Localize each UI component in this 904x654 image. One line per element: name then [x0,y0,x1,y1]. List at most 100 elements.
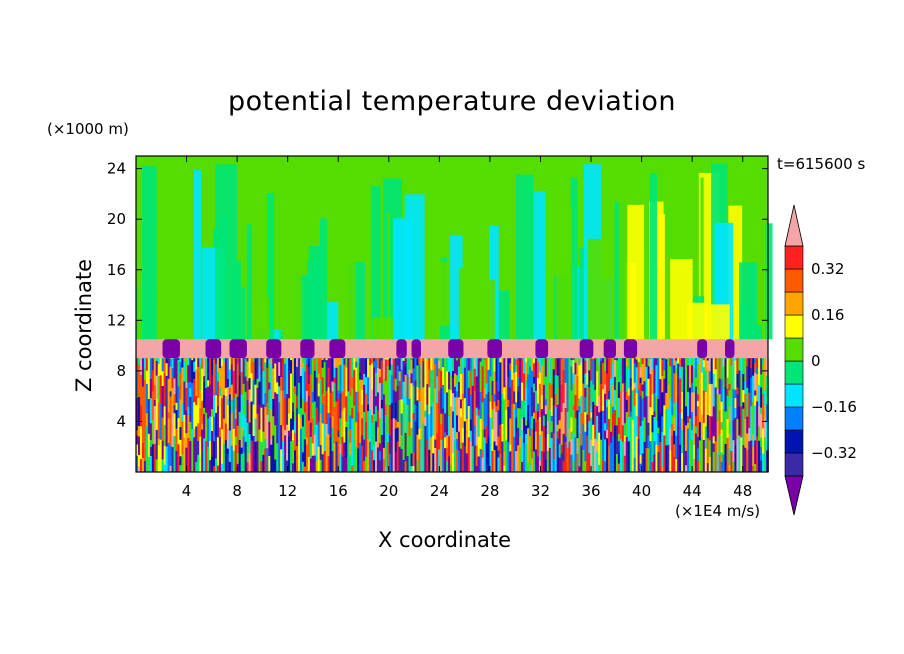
mixed-cell [159,358,163,376]
mixed-cell [244,418,248,442]
mixed-cell [384,380,388,405]
mixed-cell [136,435,139,445]
mixed-cell [503,465,507,472]
mixed-cell [627,388,631,396]
mixed-cell [406,404,409,433]
mixed-cell [325,358,329,361]
mixed-cell [722,428,725,455]
mixed-cell [580,395,585,413]
mixed-cell [562,358,566,370]
mixed-cell [418,364,422,389]
mixed-cell [218,387,223,396]
mixed-cell [169,366,173,392]
mixed-cell [645,366,650,397]
mixed-cell [617,433,621,442]
mixed-cell [687,377,690,393]
mixed-cell [633,457,637,472]
mixed-cell [734,360,739,379]
mixed-cell [268,363,271,383]
mixed-cell [582,424,585,450]
mixed-cell [143,412,147,438]
mixed-cell [734,452,739,472]
mixed-cell [536,377,541,404]
upper-streak [294,225,302,340]
upper-streak [649,173,658,340]
mixed-cell [280,449,285,472]
mixed-cell [290,358,293,361]
mixed-cell [295,366,300,396]
mixed-cell [655,365,659,380]
mixed-cell [588,358,592,371]
mixed-cell [726,388,731,396]
mixed-cell [598,396,602,413]
mixed-cell [384,359,388,381]
mixed-cell [331,416,336,428]
mixed-cell [299,365,303,376]
mixed-cell [712,436,716,444]
mixed-cell [136,397,139,431]
mixed-cell [444,432,448,438]
mixed-cell [406,432,409,457]
mixed-cell [687,392,690,417]
mixed-cell [390,358,394,365]
mixed-cell [645,396,650,413]
mixed-cell [730,397,734,419]
mixed-cell [155,358,160,361]
mixed-cell [209,440,212,461]
mixed-cell [153,406,158,421]
mixed-cell [169,424,173,446]
mixed-cell [357,412,360,449]
mixed-cell [584,358,587,361]
mixed-cell [610,431,613,443]
mixed-cell [143,437,147,461]
mixed-cell [615,453,620,472]
mixed-cell [414,451,418,472]
mixed-cell [410,406,413,429]
mixed-cell [529,449,533,465]
mixed-cell [157,438,162,446]
mixed-cell [742,358,746,374]
mixed-cell [623,409,628,424]
mixed-cell [635,436,639,472]
mixed-cell [436,376,440,403]
mixed-cell [580,358,585,363]
mixed-cell [627,368,631,389]
mixed-cell [493,401,496,409]
mixed-cell [161,417,165,441]
mixed-cell [179,399,182,428]
mixed-cell [236,363,241,397]
mixed-cell [276,394,280,410]
mixed-cell [215,395,218,413]
mixed-cell [373,367,376,396]
mixed-cell [615,392,620,426]
mixed-cell [505,358,509,386]
mixed-cell [679,378,683,413]
mixed-cell [161,358,165,372]
mixed-cell [371,464,375,472]
mixed-cell [657,427,661,433]
mixed-cell [667,384,671,409]
mixed-cell [337,437,341,472]
mixed-cell [752,466,755,472]
mixed-cell [199,436,203,472]
mixed-cell [420,358,424,384]
mixed-cell [560,358,564,385]
mixed-cell [617,463,621,472]
mixed-cell [534,358,538,362]
mixed-cell [694,426,698,434]
mixed-cell [685,406,689,426]
mixed-cell [139,426,143,459]
mixed-cell [558,428,562,444]
mixed-cell [345,367,349,397]
upper-streak [670,258,693,340]
mixed-cell [509,451,513,472]
mixed-cell [726,358,731,378]
mixed-cell [594,389,598,406]
mixed-cell [734,408,739,418]
mixed-cell [420,439,424,472]
mixed-cell [633,358,637,364]
mixed-cell [181,421,186,455]
mixed-cell [270,374,274,410]
mixed-cell [679,444,683,472]
mixed-cell [617,417,621,434]
